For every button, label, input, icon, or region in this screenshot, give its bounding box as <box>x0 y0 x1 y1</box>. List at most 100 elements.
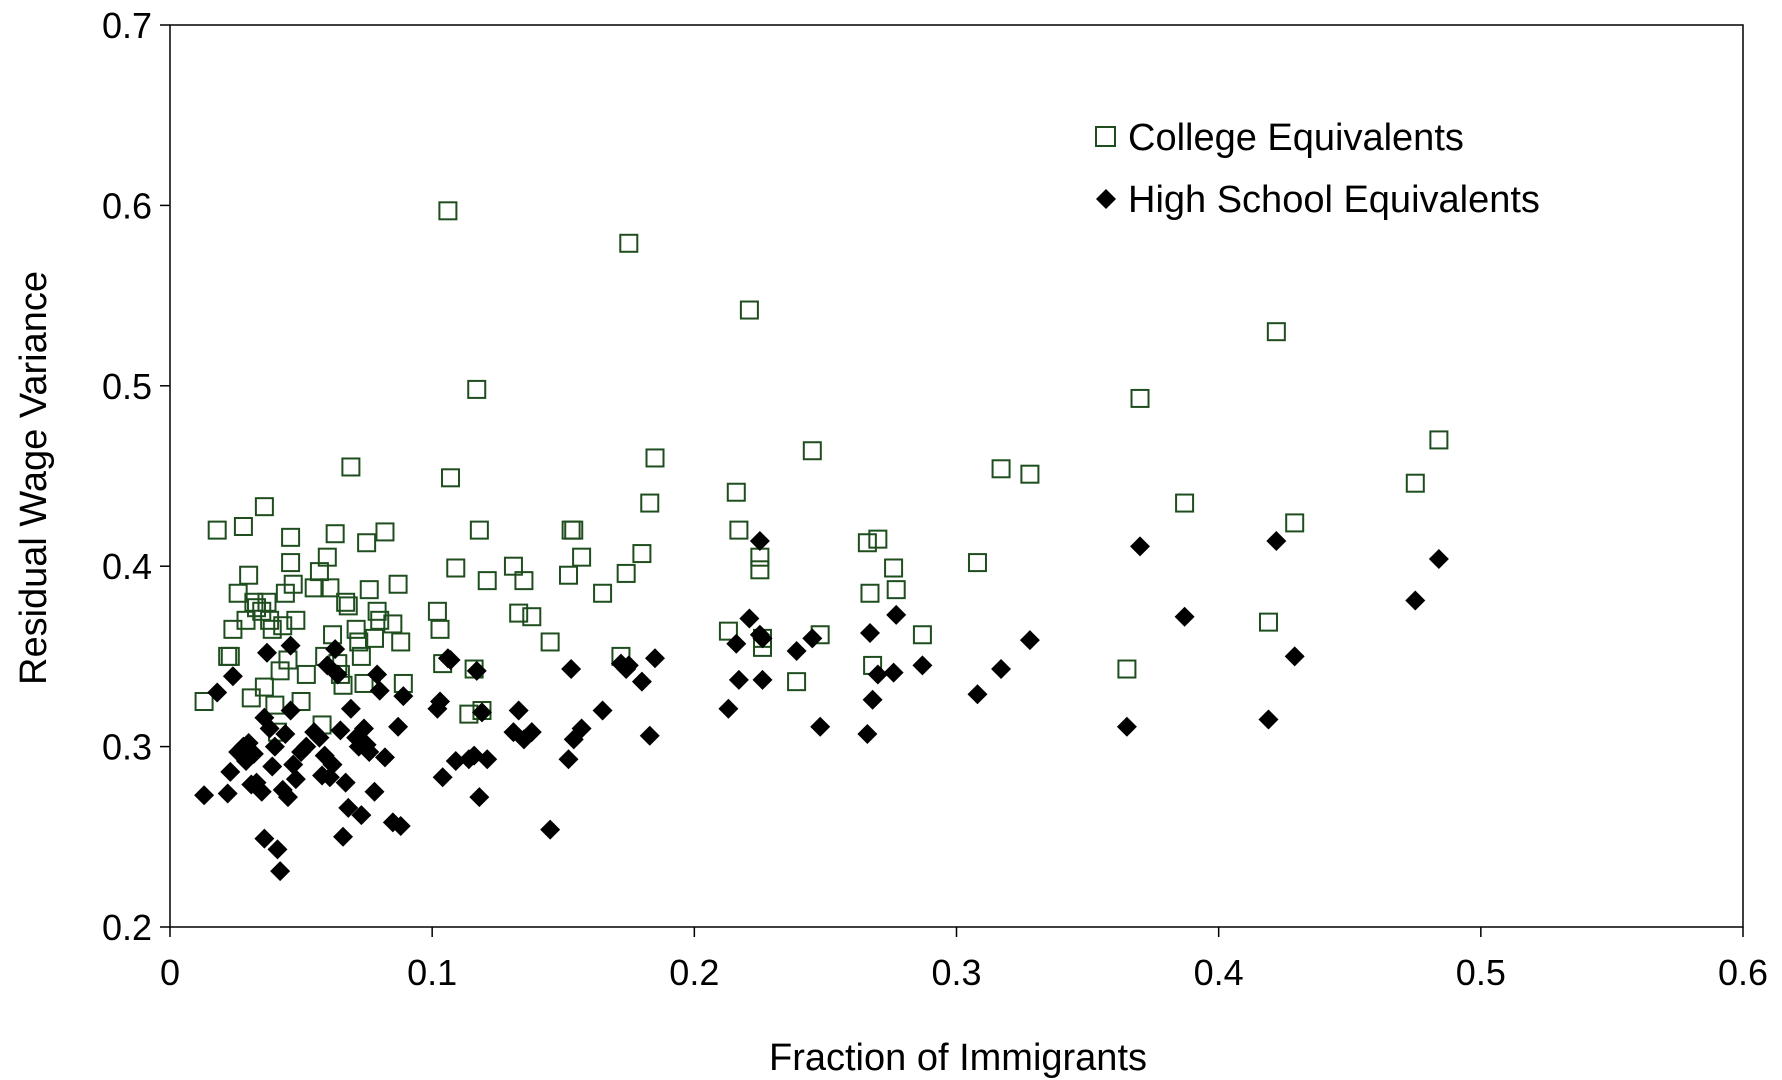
college-point <box>616 563 636 583</box>
y-tick-label: 0.3 <box>102 727 152 768</box>
college-point <box>391 632 411 652</box>
college-point <box>645 448 665 468</box>
legend-label-high-school: High School Equivalents <box>1128 179 1540 221</box>
college-point <box>323 625 343 645</box>
college-point <box>787 672 807 692</box>
college-point <box>357 533 377 553</box>
high-school-point <box>393 686 414 707</box>
high-school-point <box>521 722 542 743</box>
high-school-point <box>335 772 356 793</box>
college-point <box>354 673 374 693</box>
high-school-point <box>369 680 390 701</box>
college-point <box>1175 493 1195 513</box>
college-point <box>338 596 358 616</box>
college-point <box>726 482 746 502</box>
college-point <box>375 522 395 542</box>
high-school-point <box>267 839 288 860</box>
college-point <box>868 529 888 549</box>
college-point <box>247 598 267 618</box>
high-school-point <box>1019 630 1040 651</box>
high-school-point <box>277 787 298 808</box>
high-school-point <box>752 628 773 649</box>
college-point <box>860 583 880 603</box>
college-point <box>351 646 371 666</box>
x-tick-label: 0.6 <box>1718 952 1768 993</box>
college-point <box>991 459 1011 479</box>
college-point <box>729 520 749 540</box>
high-school-point <box>351 805 372 826</box>
high-school-point <box>432 767 453 788</box>
legend-label-college: College Equivalents <box>1128 117 1464 159</box>
legend-marker-high-school <box>1096 189 1116 209</box>
high-school-point <box>220 761 241 782</box>
high-school-point <box>886 604 907 625</box>
ticks: 0 0.1 0.2 0.3 0.4 0.5 0.6 0.2 0.3 0.4 0.5 0.6 0.7 <box>102 5 1768 993</box>
high-school-point <box>752 669 773 690</box>
college-point <box>503 556 523 576</box>
high-school-point <box>327 664 348 685</box>
series-high-school-equivalents <box>194 530 1449 882</box>
high-school-point <box>388 716 409 737</box>
college-point <box>341 457 361 477</box>
high-school-point <box>280 635 301 656</box>
high-school-point <box>862 689 883 710</box>
college-point <box>304 578 324 598</box>
college-point <box>509 603 529 623</box>
x-axis-title: Fraction of Immigrants <box>769 1037 1147 1079</box>
high-school-point <box>374 747 395 768</box>
high-school-point <box>254 828 275 849</box>
high-school-point <box>1266 530 1287 551</box>
high-school-point <box>430 691 451 712</box>
college-point <box>1020 464 1040 484</box>
high-school-point <box>912 655 933 676</box>
college-point <box>1117 659 1137 679</box>
high-school-point <box>469 787 490 808</box>
high-school-point <box>857 723 878 744</box>
college-point <box>558 565 578 585</box>
high-school-point <box>867 664 888 685</box>
high-school-point <box>330 720 351 741</box>
high-school-point <box>364 781 385 802</box>
college-point <box>446 558 466 578</box>
high-school-point <box>275 723 296 744</box>
college-point <box>1429 430 1449 450</box>
high-school-point <box>194 785 215 806</box>
x-tick-label: 0 <box>160 952 180 993</box>
high-school-point <box>645 648 666 669</box>
high-school-point <box>618 655 639 676</box>
high-school-point <box>1116 716 1137 737</box>
college-point <box>884 558 904 578</box>
college-point <box>619 233 639 253</box>
college-point <box>283 574 303 594</box>
high-school-point <box>207 682 228 703</box>
college-point <box>967 553 987 573</box>
high-school-point <box>726 633 747 654</box>
college-point <box>739 300 759 320</box>
college-point <box>1130 388 1150 408</box>
college-point <box>364 628 384 648</box>
college-point <box>257 592 277 612</box>
high-school-point <box>340 698 361 719</box>
plot-frame <box>169 24 1744 928</box>
high-school-point <box>445 751 466 772</box>
college-point <box>273 616 293 636</box>
axes <box>169 24 1744 928</box>
college-point <box>1405 473 1425 493</box>
college-point <box>336 592 356 612</box>
high-school-point <box>592 700 613 721</box>
high-school-point <box>786 640 807 661</box>
high-school-point <box>1258 709 1279 730</box>
college-point <box>467 379 487 399</box>
college-point <box>632 544 652 564</box>
college-point <box>346 619 366 639</box>
high-school-point <box>810 716 831 737</box>
college-point <box>750 560 770 580</box>
high-school-point <box>749 530 770 551</box>
high-school-point <box>264 736 285 757</box>
x-tick-label: 0.1 <box>407 952 457 993</box>
x-tick-label: 0.4 <box>1194 952 1244 993</box>
college-point <box>254 677 274 697</box>
high-school-point <box>802 628 823 649</box>
y-tick-label: 0.5 <box>102 366 152 407</box>
